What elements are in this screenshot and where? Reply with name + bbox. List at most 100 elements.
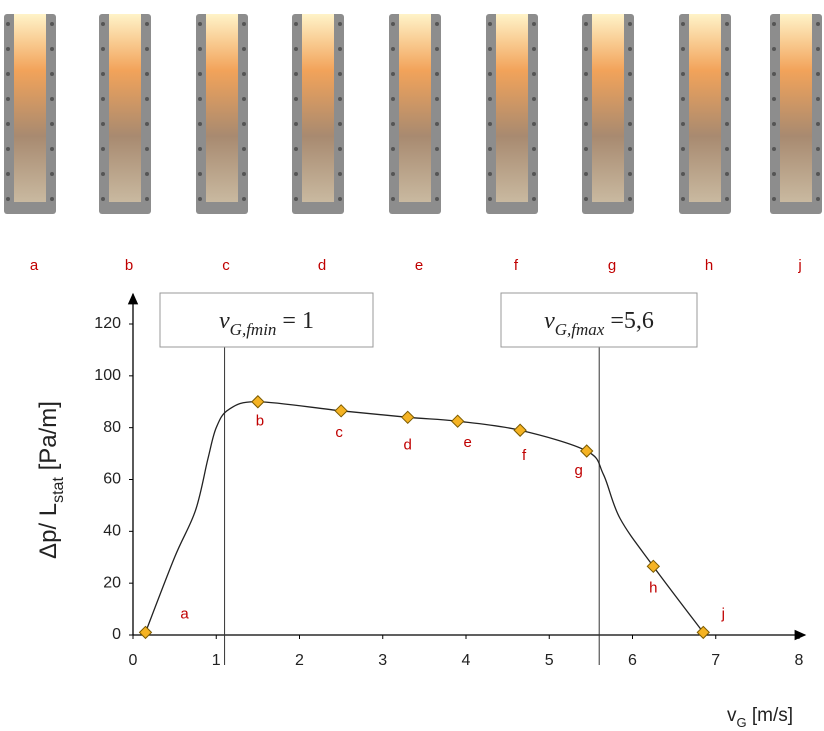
y-tick-label: 20 xyxy=(103,574,121,591)
bolt xyxy=(242,47,246,51)
bolt xyxy=(725,147,729,151)
bolt xyxy=(6,22,10,26)
bolt xyxy=(50,47,54,51)
bolt xyxy=(488,97,492,101)
data-point xyxy=(452,415,464,427)
bolt xyxy=(391,147,395,151)
bolt xyxy=(338,197,342,201)
bolt xyxy=(294,172,298,176)
annotation-text: = 1 xyxy=(276,308,314,334)
bolt xyxy=(584,122,588,126)
bolt xyxy=(772,47,776,51)
bolt xyxy=(101,97,105,101)
bolt xyxy=(532,72,536,76)
bolt xyxy=(772,72,776,76)
bolt xyxy=(435,47,439,51)
bolt xyxy=(50,97,54,101)
annotation-sub: G,fmin xyxy=(230,320,277,339)
bolt xyxy=(532,147,536,151)
bolt xyxy=(681,122,685,126)
photo-tube xyxy=(14,14,46,202)
data-point xyxy=(697,626,709,638)
bolt xyxy=(145,122,149,126)
bolt xyxy=(628,172,632,176)
x-axis-label: vG [m/s] xyxy=(727,705,793,730)
point-label: f xyxy=(522,447,527,464)
bolt xyxy=(772,172,776,176)
x-label-rest: [m/s] xyxy=(747,705,793,726)
bolt xyxy=(435,22,439,26)
y-tick-label: 40 xyxy=(103,523,121,540)
photo-label: e xyxy=(415,257,423,274)
y-label-sub: stat xyxy=(50,477,67,503)
x-tick-label: 5 xyxy=(545,652,554,669)
photo-tube xyxy=(399,14,431,202)
point-label: e xyxy=(464,434,472,451)
bolt xyxy=(145,97,149,101)
y-tick-label: 0 xyxy=(112,626,121,643)
bolt xyxy=(488,47,492,51)
bolt xyxy=(681,147,685,151)
bolt xyxy=(101,172,105,176)
x-tick-label: 6 xyxy=(628,652,637,669)
bolt xyxy=(50,147,54,151)
bolt xyxy=(628,122,632,126)
data-point xyxy=(139,626,151,638)
bolt xyxy=(488,197,492,201)
bolt xyxy=(488,72,492,76)
bolt xyxy=(772,22,776,26)
bolt xyxy=(338,47,342,51)
plot: 012345678020406080100120vG,fmin = 1vG,fm… xyxy=(94,293,805,669)
bolt xyxy=(488,122,492,126)
photo-label: d xyxy=(318,257,326,274)
bolt xyxy=(725,122,729,126)
bolt xyxy=(681,97,685,101)
point-label: b xyxy=(256,413,264,430)
bolt xyxy=(391,22,395,26)
bolt xyxy=(435,197,439,201)
photo-tube xyxy=(689,14,721,202)
data-point xyxy=(335,405,347,417)
x-tick-label: 8 xyxy=(795,652,804,669)
bolt xyxy=(6,97,10,101)
data-point xyxy=(252,396,264,408)
bolt xyxy=(628,22,632,26)
bolt xyxy=(435,72,439,76)
x-label-text: v xyxy=(727,705,737,726)
bolt xyxy=(198,47,202,51)
annotation-symbol: v xyxy=(544,308,555,334)
photo-label: h xyxy=(705,257,713,274)
bolt xyxy=(435,122,439,126)
bolt xyxy=(391,97,395,101)
photo-label: b xyxy=(125,257,133,274)
bolt xyxy=(294,97,298,101)
bolt xyxy=(101,47,105,51)
bolt xyxy=(198,197,202,201)
bolt xyxy=(50,172,54,176)
bolt xyxy=(681,197,685,201)
bolt xyxy=(816,22,820,26)
data-point xyxy=(402,411,414,423)
bolt xyxy=(101,147,105,151)
photo-tube xyxy=(302,14,334,202)
data-point xyxy=(514,424,526,436)
bolt xyxy=(772,197,776,201)
bolt xyxy=(6,197,10,201)
bolt xyxy=(145,47,149,51)
bolt xyxy=(294,197,298,201)
bolt xyxy=(628,47,632,51)
bolt xyxy=(6,72,10,76)
bolt xyxy=(584,197,588,201)
bolt xyxy=(50,122,54,126)
bolt xyxy=(294,47,298,51)
photo-tube xyxy=(206,14,238,202)
x-tick-label: 2 xyxy=(295,652,304,669)
bolt xyxy=(338,122,342,126)
point-label: g xyxy=(575,462,583,479)
data-point xyxy=(581,445,593,457)
y-tick-label: 80 xyxy=(103,419,121,436)
bolt xyxy=(101,72,105,76)
bolt xyxy=(198,172,202,176)
bolt xyxy=(488,147,492,151)
bolt xyxy=(628,97,632,101)
